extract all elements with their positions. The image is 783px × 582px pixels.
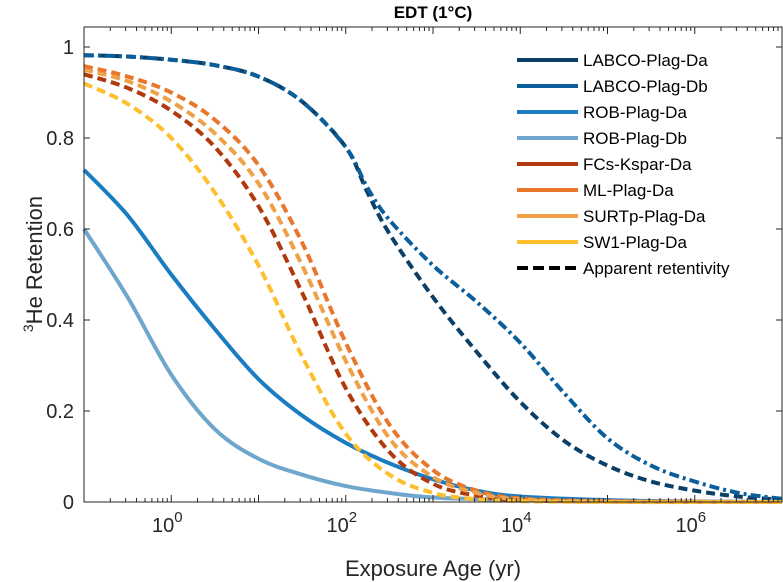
y-axis: 0 0.2 0.4 0.6 0.8 1 xyxy=(46,37,782,514)
legend-label: LABCO-Plag-Db xyxy=(583,77,708,96)
legend-label: FCs-Kspar-Da xyxy=(583,155,692,174)
x-axis: 100 102 104 106 xyxy=(83,27,779,537)
legend-label: SURTp-Plag-Da xyxy=(583,207,706,226)
x-tick-label: 102 xyxy=(326,509,357,537)
y-axis-label-text: He Retention xyxy=(22,196,47,324)
y-axis-label-superscript: 3 xyxy=(20,324,36,332)
legend-label: ROB-Plag-Db xyxy=(583,129,687,148)
legend-label: SW1-Plag-Da xyxy=(583,233,687,252)
svg-text:3He Retention: 3He Retention xyxy=(20,196,47,332)
x-axis-label: Exposure Age (yr) xyxy=(345,556,521,581)
y-tick-label: 0.8 xyxy=(46,128,74,150)
y-tick-label: 0 xyxy=(63,492,74,514)
legend: LABCO-Plag-Da LABCO-Plag-Db ROB-Plag-Da ROB… xyxy=(517,51,730,278)
x-tick-label: 104 xyxy=(501,509,532,537)
y-tick-label: 1 xyxy=(63,37,74,59)
legend-label: Apparent retentivity xyxy=(583,259,730,278)
y-tick-label: 0.2 xyxy=(46,401,74,423)
legend-label: ROB-Plag-Da xyxy=(583,103,687,122)
y-axis-label: 3He Retention xyxy=(20,196,47,332)
y-tick-label: 0.6 xyxy=(46,219,74,241)
legend-label: ML-Plag-Da xyxy=(583,181,674,200)
y-tick-label: 0.4 xyxy=(46,310,74,332)
x-tick-label: 100 xyxy=(152,509,183,537)
series-line-ml-plag-da xyxy=(83,64,783,504)
series-line-labco-plag-db xyxy=(83,53,783,501)
x-tick-label: 106 xyxy=(675,509,706,537)
legend-label: LABCO-Plag-Da xyxy=(583,51,708,70)
series-layer xyxy=(82,53,783,505)
chart-title: EDT (1°C) xyxy=(394,3,473,22)
